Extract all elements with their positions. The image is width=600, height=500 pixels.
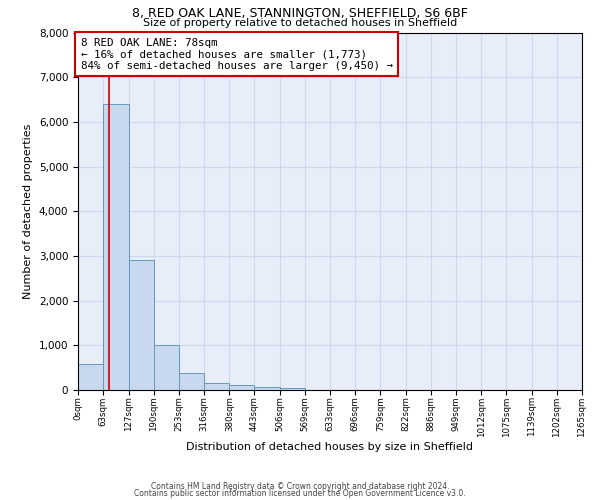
Bar [204,383,229,390]
Bar [179,373,204,390]
X-axis label: Distribution of detached houses by size in Sheffield: Distribution of detached houses by size … [187,442,473,452]
Bar [128,260,154,390]
Y-axis label: Number of detached properties: Number of detached properties [23,124,33,299]
Bar [280,388,305,390]
Bar [154,346,179,390]
Bar [254,387,280,390]
Text: 8 RED OAK LANE: 78sqm
← 16% of detached houses are smaller (1,773)
84% of semi-d: 8 RED OAK LANE: 78sqm ← 16% of detached … [80,38,392,71]
Text: Contains public sector information licensed under the Open Government Licence v3: Contains public sector information licen… [134,490,466,498]
Bar [103,104,128,390]
Text: 8, RED OAK LANE, STANNINGTON, SHEFFIELD, S6 6BF: 8, RED OAK LANE, STANNINGTON, SHEFFIELD,… [132,8,468,20]
Text: Contains HM Land Registry data © Crown copyright and database right 2024.: Contains HM Land Registry data © Crown c… [151,482,449,491]
Text: Size of property relative to detached houses in Sheffield: Size of property relative to detached ho… [143,18,457,28]
Bar [229,384,254,390]
Bar [78,364,103,390]
